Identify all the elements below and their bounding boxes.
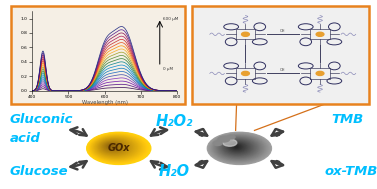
Circle shape — [88, 133, 148, 163]
Circle shape — [100, 140, 128, 154]
Circle shape — [216, 137, 261, 159]
Circle shape — [104, 142, 121, 151]
Circle shape — [100, 140, 129, 155]
Circle shape — [242, 71, 249, 75]
Circle shape — [98, 139, 132, 156]
Circle shape — [208, 133, 270, 164]
Circle shape — [102, 141, 126, 153]
Circle shape — [107, 144, 116, 148]
Text: 600 μM: 600 μM — [163, 17, 178, 21]
Circle shape — [109, 145, 113, 147]
Text: acid: acid — [9, 132, 40, 145]
Circle shape — [211, 134, 267, 162]
Circle shape — [91, 135, 144, 161]
Circle shape — [207, 132, 271, 164]
Circle shape — [90, 134, 146, 162]
Circle shape — [316, 32, 324, 36]
Bar — [192, 6, 369, 104]
Circle shape — [242, 32, 249, 36]
Circle shape — [101, 140, 127, 153]
Text: H₂O: H₂O — [159, 163, 190, 179]
Circle shape — [225, 141, 249, 153]
Text: OH: OH — [280, 29, 285, 33]
Text: H₂O₂: H₂O₂ — [156, 114, 193, 129]
Circle shape — [230, 143, 244, 151]
Circle shape — [230, 144, 243, 150]
Circle shape — [218, 138, 259, 158]
Circle shape — [224, 140, 251, 154]
Circle shape — [223, 140, 253, 155]
Circle shape — [87, 133, 149, 164]
Circle shape — [97, 138, 133, 156]
Circle shape — [95, 137, 138, 158]
Circle shape — [212, 135, 265, 161]
Text: Glucose: Glucose — [9, 165, 68, 177]
Circle shape — [89, 134, 147, 163]
Circle shape — [106, 143, 119, 150]
Circle shape — [228, 143, 245, 151]
Circle shape — [217, 137, 260, 159]
Circle shape — [231, 144, 242, 150]
Circle shape — [94, 136, 139, 159]
Circle shape — [213, 135, 264, 161]
Circle shape — [103, 141, 124, 152]
Circle shape — [87, 132, 151, 164]
Circle shape — [222, 139, 254, 156]
Circle shape — [234, 146, 239, 148]
Circle shape — [214, 136, 263, 160]
Circle shape — [96, 138, 135, 157]
X-axis label: Wavelength (nm): Wavelength (nm) — [81, 100, 128, 105]
Circle shape — [227, 142, 248, 153]
Circle shape — [219, 138, 257, 157]
Circle shape — [95, 137, 136, 158]
Circle shape — [221, 139, 255, 156]
Text: Gluconic: Gluconic — [9, 113, 73, 125]
Circle shape — [92, 135, 143, 161]
Circle shape — [225, 141, 250, 154]
Bar — [11, 6, 185, 104]
Circle shape — [232, 145, 241, 149]
Circle shape — [233, 145, 240, 149]
Circle shape — [110, 146, 112, 147]
Text: ox-TMB: ox-TMB — [324, 165, 377, 177]
Circle shape — [218, 136, 230, 142]
Circle shape — [215, 136, 262, 160]
Circle shape — [104, 142, 123, 152]
Circle shape — [92, 136, 141, 160]
Circle shape — [108, 145, 115, 148]
Circle shape — [93, 136, 140, 160]
Circle shape — [220, 139, 256, 157]
Circle shape — [107, 144, 117, 149]
Circle shape — [223, 139, 237, 146]
Text: 0 μM: 0 μM — [163, 67, 173, 71]
Circle shape — [210, 134, 268, 163]
Text: OH: OH — [280, 68, 285, 72]
Circle shape — [213, 141, 222, 146]
Circle shape — [316, 71, 324, 75]
Circle shape — [209, 133, 269, 163]
Circle shape — [105, 143, 120, 150]
Text: TMB: TMB — [332, 113, 364, 125]
Circle shape — [99, 139, 131, 155]
Text: GOx: GOx — [107, 143, 130, 153]
Circle shape — [228, 143, 247, 152]
Circle shape — [227, 135, 235, 139]
Circle shape — [235, 146, 238, 147]
